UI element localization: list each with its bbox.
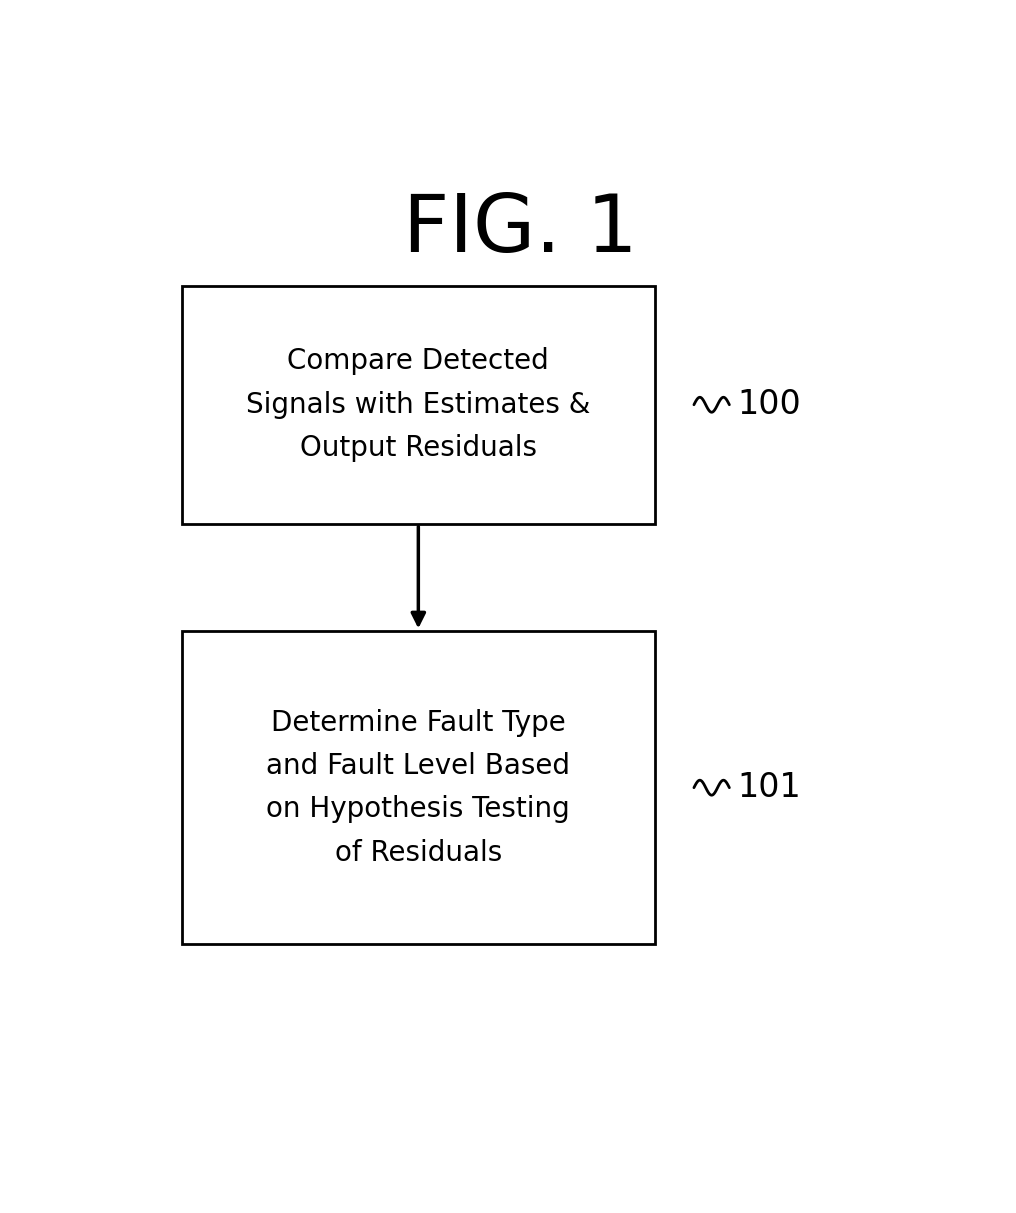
Text: 101: 101	[738, 771, 801, 804]
Text: Determine Fault Type
and Fault Level Based
on Hypothesis Testing
of Residuals: Determine Fault Type and Fault Level Bas…	[266, 708, 570, 867]
FancyBboxPatch shape	[182, 631, 654, 944]
Text: 100: 100	[738, 388, 801, 421]
FancyBboxPatch shape	[182, 285, 654, 524]
Text: Compare Detected
Signals with Estimates &
Output Residuals: Compare Detected Signals with Estimates …	[246, 347, 590, 462]
Text: FIG. 1: FIG. 1	[403, 190, 638, 268]
